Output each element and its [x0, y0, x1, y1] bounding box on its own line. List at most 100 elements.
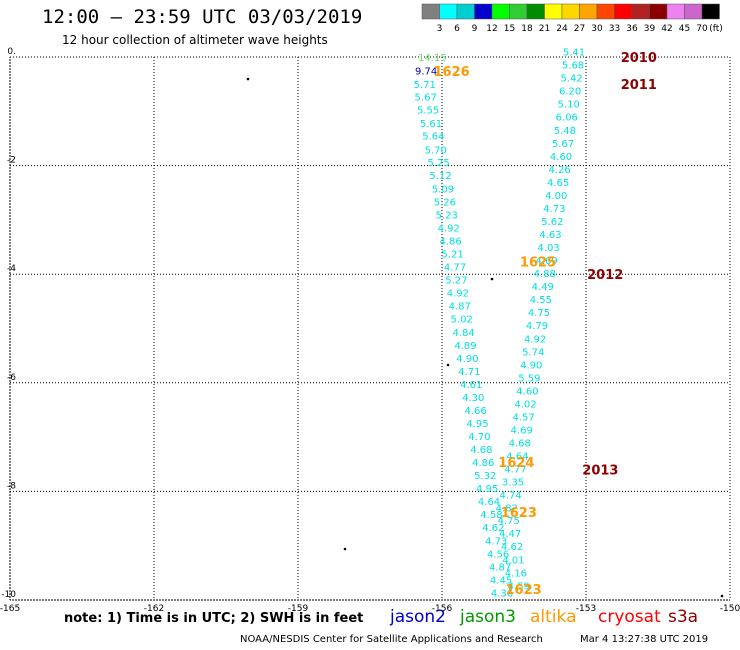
wave-height-label: 5.09: [432, 184, 454, 195]
legend-s3a: s3a: [668, 607, 699, 627]
colorbar-swatch: [561, 3, 580, 20]
wave-height-label: 4.74: [500, 491, 522, 502]
wave-height-label: 4.73: [485, 536, 507, 547]
colorbar-swatch: [544, 3, 563, 20]
wave-height-label: 5.70: [425, 145, 447, 156]
island-dot: [446, 363, 450, 367]
wave-height-label: 4.56: [487, 549, 509, 560]
page-subtitle: 12 hour collection of altimeter wave hei…: [62, 33, 328, 47]
wave-height-label: 4.61: [460, 380, 482, 391]
wave-height-label: 5.67: [552, 139, 574, 150]
legend-jason2: jason2: [390, 607, 446, 627]
colorbar-swatch: [701, 3, 720, 20]
wave-height-label: 4.26: [548, 165, 570, 176]
colorbar-tick-label: 6: [454, 24, 460, 34]
wave-height-label: 5.74: [522, 347, 544, 358]
wave-height-label: 4.64: [506, 452, 528, 463]
wave-height-label: 4.84: [452, 328, 474, 339]
colorbar-swatch: [684, 3, 703, 20]
wave-height-label: 4.68: [470, 445, 492, 456]
wave-height-label: 4.03: [537, 243, 559, 254]
wave-height-label: 4.89: [454, 341, 476, 352]
wave-height-label: 4.36: [491, 588, 513, 599]
wave-height-label: 5.25: [428, 158, 450, 169]
colorbar-swatch: [509, 3, 528, 20]
color-scale-legend: 3 6 9 12 15 18 21 24 27 30 33 36 39 42 45 70 (ft): [421, 3, 723, 34]
wave-height-label: 4.60: [550, 152, 572, 163]
wave-height-label: 4.92: [447, 289, 469, 300]
pass-time-label: 2012: [587, 268, 623, 283]
wave-height-label: 4.90: [520, 360, 542, 371]
wave-height-label: 5.61: [420, 119, 442, 130]
pass-time-label: 1623: [501, 506, 537, 521]
colorbar-swatch: [474, 3, 493, 20]
colorbar-swatch: [579, 3, 598, 20]
wave-height-label: 4.47: [499, 529, 521, 540]
colorbar-swatch: [491, 3, 510, 20]
wave-height-label: 5.55: [417, 106, 439, 117]
wave-height-label: 5.42: [560, 74, 582, 85]
wave-height-label: 4.95: [476, 484, 498, 495]
wave-height-label: 5.59: [518, 373, 540, 384]
colorbar-tick-label: 33: [609, 24, 620, 34]
island-dot: [343, 547, 347, 551]
wave-height-label: 4.30: [462, 393, 484, 404]
wave-height-label: 5.71: [414, 80, 436, 91]
wave-height-label: 4.86: [440, 237, 462, 248]
colorbar-tick-label: 18: [521, 24, 533, 34]
colorbar-tick-label: 30: [591, 24, 603, 34]
wave-height-label: 4.59: [508, 581, 530, 592]
wave-height-label: 4.86: [472, 458, 494, 469]
pass-time-label: 1625: [520, 256, 556, 271]
wave-height-label: 4.92: [438, 224, 460, 235]
pass-time-label: 1623: [506, 583, 542, 598]
page-title: 12:00 – 23:59 UTC 03/03/2019: [42, 6, 363, 28]
wave-height-label: 5.02: [451, 315, 473, 326]
colorbar-tick-label: 12: [486, 24, 497, 34]
footer-note: note: 1) Time is in UTC; 2) SWH is in fe…: [64, 611, 364, 626]
wave-height-label: 5.21: [441, 250, 463, 261]
y-tick-label: -2: [7, 156, 16, 166]
wave-height-label: 5.26: [434, 197, 456, 208]
pass-time-label: 1626: [434, 65, 470, 80]
wave-height-label: 6.06: [556, 113, 578, 124]
wave-height-label: 5.62: [541, 217, 563, 228]
wave-height-label: 4.69: [511, 425, 533, 436]
grid: [9, 56, 731, 601]
wave-height-label: 4.95: [466, 419, 488, 430]
wave-height-label: 4.87: [449, 302, 471, 313]
wave-height-label: 4.57: [512, 412, 534, 423]
wave-height-label: 4.64: [478, 497, 500, 508]
colorbar-swatch: [526, 3, 545, 20]
colorbar-swatch: [439, 3, 458, 20]
wave-height-label: 4.68: [509, 439, 531, 450]
colorbar-tick-label: 45: [679, 24, 690, 34]
wave-height-label: 6.20: [559, 87, 581, 98]
island-dot: [246, 77, 250, 81]
colorbar-tick-label: 9: [472, 24, 478, 34]
colorbar-swatch: [614, 3, 633, 20]
colorbar-swatch: [666, 3, 685, 20]
wave-height-label: 14.15: [418, 53, 447, 64]
wave-height-label: 5.67: [415, 93, 437, 104]
plot-area: [9, 56, 731, 601]
wave-height-label: 4.55: [530, 295, 552, 306]
wave-height-label: 4.58: [480, 510, 502, 521]
wave-height-label: 5.10: [558, 100, 580, 111]
legend-cryosat: cryosat: [598, 607, 661, 627]
wave-height-label: 4.73: [543, 204, 565, 215]
island-dot: [720, 594, 724, 598]
pass-annotations: 1626 1625 1624 1623 1623 2010 2011 2012 2013: [434, 51, 657, 598]
colorbar-tick-label: 36: [626, 24, 638, 34]
wave-height-label: 5.12: [429, 171, 451, 182]
wave-height-label: 5.48: [554, 126, 576, 137]
wave-height-label: 4.65: [547, 178, 569, 189]
credit-text: NOAA/NESDIS Center for Satellite Applica…: [240, 634, 543, 645]
x-tick-label: -162: [144, 604, 164, 614]
island-dot: [490, 277, 494, 281]
wave-height-label: 4.02: [514, 399, 536, 410]
colorbar-unit-label: (ft): [709, 24, 723, 34]
colorbar-tick-label: 70: [696, 24, 708, 34]
y-tick-label: -4: [7, 264, 16, 274]
